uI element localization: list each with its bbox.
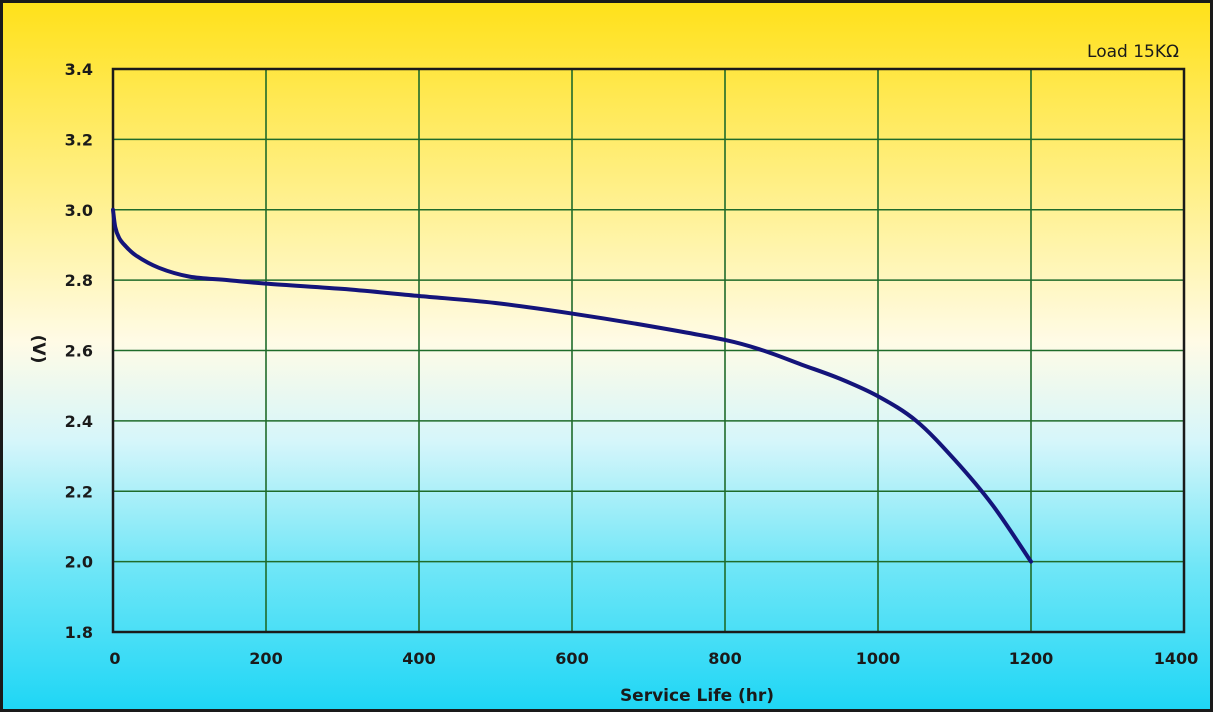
x-tick-label: 200 bbox=[249, 649, 282, 668]
y-tick-label: 2.4 bbox=[65, 412, 93, 431]
discharge-chart: 1.8 2.0 2.2 2.4 2.6 2.8 3.0 3.2 3.4 0 200 400 600 80… bbox=[28, 42, 1198, 706]
x-tick-label: 1000 bbox=[856, 649, 901, 668]
grid bbox=[113, 69, 1184, 632]
x-tick-labels: 0 200 400 600 800 1000 1200 1400 bbox=[109, 649, 1198, 668]
y-tick-label: 3.0 bbox=[65, 201, 93, 220]
y-tick-label: 1.8 bbox=[65, 623, 93, 642]
x-axis-label: Service Life (hr) bbox=[620, 686, 774, 706]
x-tick-label: 1200 bbox=[1009, 649, 1054, 668]
y-axis-label: (V) bbox=[28, 335, 48, 364]
y-tick-label: 2.6 bbox=[65, 342, 93, 361]
x-tick-label: 0 bbox=[109, 649, 120, 668]
y-tick-label: 3.4 bbox=[65, 60, 93, 79]
plot-border bbox=[111, 67, 1186, 634]
y-tick-labels: 1.8 2.0 2.2 2.4 2.6 2.8 3.0 3.2 3.4 bbox=[65, 60, 93, 642]
y-tick-label: 2.8 bbox=[65, 271, 93, 290]
y-tick-label: 2.2 bbox=[65, 482, 93, 501]
x-tick-label: 600 bbox=[555, 649, 588, 668]
series-line bbox=[111, 207, 1033, 564]
series bbox=[111, 207, 1033, 564]
y-tick-label: 3.2 bbox=[65, 130, 93, 149]
load-annotation: Load 15KΩ bbox=[1087, 42, 1179, 62]
y-tick-label: 2.0 bbox=[65, 553, 93, 572]
x-tick-label: 800 bbox=[708, 649, 741, 668]
x-tick-label: 1400 bbox=[1154, 649, 1199, 668]
x-tick-label: 400 bbox=[402, 649, 435, 668]
